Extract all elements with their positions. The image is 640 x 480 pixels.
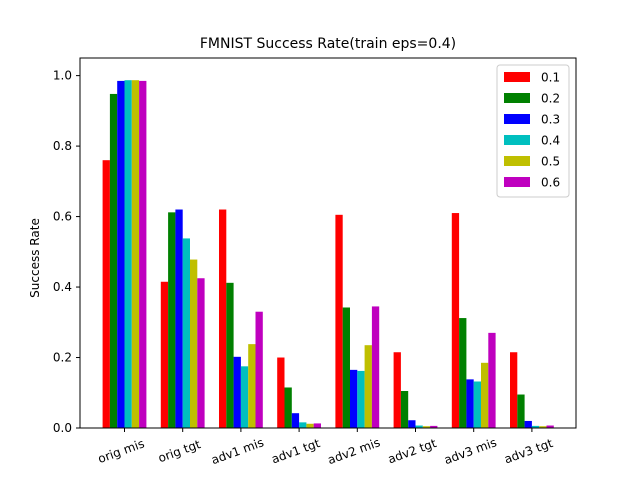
legend-swatch-0.6	[504, 177, 530, 187]
bar-adv2-tgt-series-0.1	[393, 352, 401, 428]
bar-orig-mis-series-0.1	[102, 160, 110, 428]
bar-adv3-mis-series-0.3	[466, 379, 474, 428]
bar-adv1-mis-series-0.5	[248, 344, 256, 428]
bar-adv2-mis-series-0.2	[342, 307, 350, 428]
legend-label-0.1: 0.1	[541, 71, 560, 85]
bar-adv1-tgt-series-0.6	[313, 423, 321, 428]
legend-swatch-0.2	[504, 93, 530, 103]
bar-orig-tgt-series-0.5	[190, 259, 198, 428]
bar-orig-tgt-series-0.4	[182, 238, 190, 428]
bar-orig-mis-series-0.2	[109, 93, 118, 428]
bar-orig-tgt-series-0.1	[160, 281, 169, 428]
bar-adv3-mis-series-0.2	[459, 318, 467, 428]
bar-orig-mis-series-0.5	[131, 80, 140, 428]
bar-orig-tgt-series-0.6	[197, 278, 205, 428]
bar-adv1-mis-series-0.2	[226, 282, 234, 428]
bar-adv1-tgt-series-0.4	[299, 422, 307, 428]
y-tick-label: 0.2	[53, 351, 72, 365]
bar-adv3-mis-series-0.5	[481, 362, 489, 428]
bar-adv3-tgt-series-0.3	[524, 420, 532, 428]
bar-adv1-mis-series-0.1	[219, 209, 227, 428]
y-tick-label: 0.0	[53, 421, 72, 435]
bar-adv1-mis-series-0.6	[255, 311, 263, 428]
legend-swatch-0.1	[504, 72, 530, 82]
y-axis-label: Success Rate	[28, 218, 42, 298]
bar-orig-tgt-series-0.2	[168, 212, 176, 428]
y-tick-label: 0.8	[53, 139, 72, 153]
y-tick-label: 0.4	[53, 280, 72, 294]
bar-adv2-mis-series-0.1	[335, 214, 343, 428]
bars-layer	[102, 80, 554, 429]
legend-swatch-0.4	[504, 135, 530, 145]
bar-adv3-mis-series-0.4	[473, 381, 481, 428]
bar-adv2-mis-series-0.4	[357, 370, 365, 428]
bar-orig-tgt-series-0.3	[175, 209, 183, 428]
bar-adv3-mis-series-0.1	[451, 213, 460, 428]
legend-label-0.4: 0.4	[541, 134, 560, 148]
bar-adv2-tgt-series-0.5	[422, 426, 431, 428]
legend-swatch-0.3	[504, 114, 530, 124]
bar-adv1-tgt-series-0.3	[291, 413, 300, 428]
bar-adv3-tgt-series-0.1	[510, 352, 518, 428]
bar-orig-mis-series-0.4	[124, 80, 132, 428]
bar-adv1-tgt-series-0.5	[306, 423, 314, 428]
bar-adv2-mis-series-0.6	[371, 306, 380, 428]
legend-label-0.6: 0.6	[541, 176, 560, 190]
bar-adv3-tgt-series-0.4	[531, 425, 540, 428]
legend-swatch-0.5	[504, 156, 530, 166]
y-tick-label: 1.0	[53, 69, 72, 83]
bar-orig-mis-series-0.3	[117, 80, 125, 429]
legend: 0.1 0.2 0.3 0.4 0.5 0.6	[496, 64, 570, 198]
bar-adv3-tgt-series-0.2	[517, 394, 525, 428]
bar-adv3-mis-series-0.6	[488, 332, 496, 428]
bar-adv1-tgt-series-0.2	[284, 387, 292, 428]
bar-adv2-mis-series-0.3	[350, 369, 358, 428]
bar-adv1-mis-series-0.4	[240, 366, 249, 428]
legend-label-0.2: 0.2	[541, 92, 560, 106]
bar-orig-mis-series-0.6	[139, 80, 147, 429]
bar-adv2-tgt-series-0.6	[430, 425, 438, 428]
bar-adv2-tgt-series-0.2	[400, 391, 409, 428]
bar-adv2-tgt-series-0.4	[415, 425, 423, 428]
bar-adv3-tgt-series-0.5	[539, 426, 547, 428]
bar-adv1-tgt-series-0.1	[277, 357, 285, 428]
bar-adv1-mis-series-0.3	[233, 356, 241, 428]
bar-adv3-tgt-series-0.6	[546, 425, 554, 428]
bar-adv2-mis-series-0.5	[364, 345, 372, 428]
bar-adv2-tgt-series-0.3	[408, 420, 416, 428]
plot-frame	[79, 57, 577, 429]
legend-label-0.5: 0.5	[541, 155, 560, 169]
y-tick-label: 0.6	[53, 210, 72, 224]
legend-label-0.3: 0.3	[541, 113, 560, 127]
chart-title: FMNIST Success Rate(train eps=0.4)	[200, 36, 456, 52]
